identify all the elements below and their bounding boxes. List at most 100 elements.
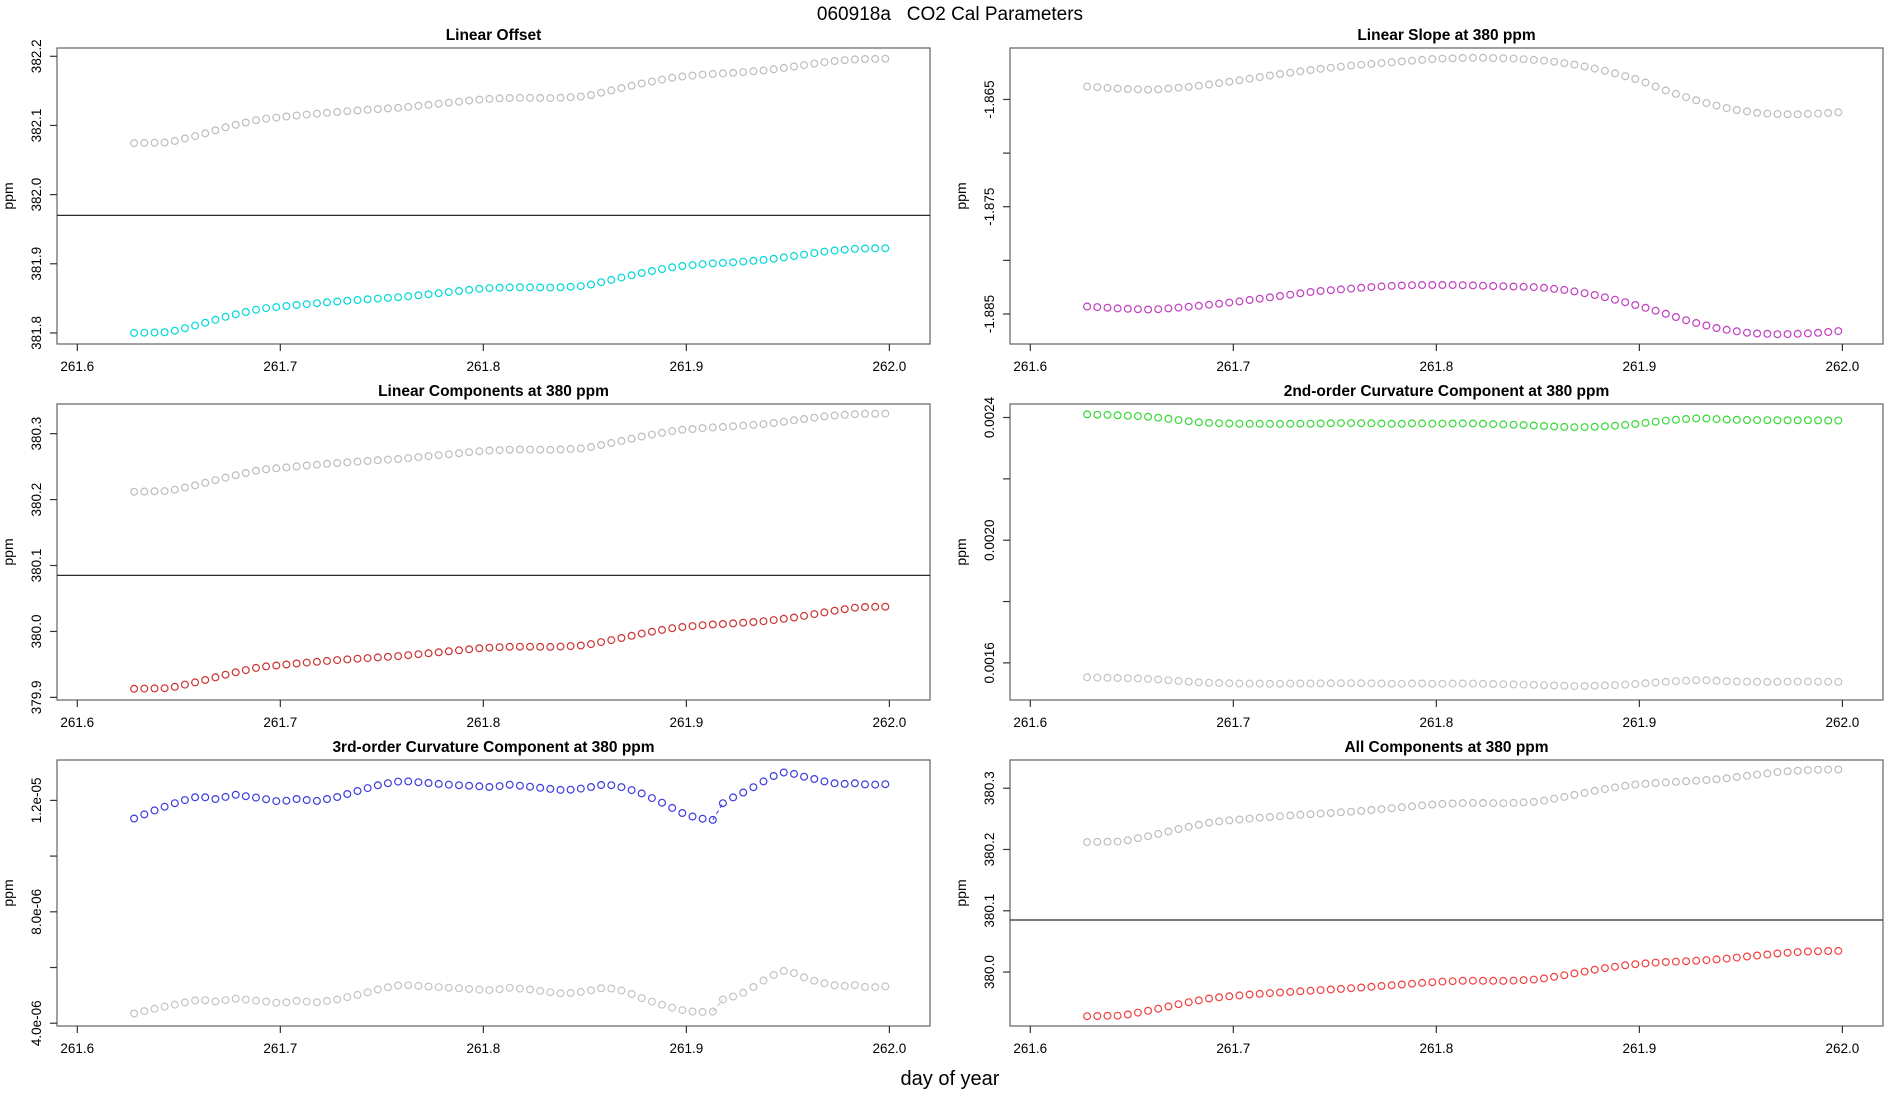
data-point bbox=[140, 487, 149, 496]
data-point bbox=[1478, 53, 1487, 62]
data-point bbox=[1255, 419, 1264, 428]
data-point bbox=[1113, 84, 1122, 93]
data-point bbox=[1671, 89, 1680, 98]
data-point bbox=[1306, 65, 1315, 74]
data-point bbox=[1824, 677, 1833, 686]
data-point bbox=[1600, 785, 1609, 794]
data-point bbox=[1184, 302, 1193, 311]
data-point bbox=[1387, 804, 1396, 813]
data-point bbox=[1773, 109, 1782, 118]
data-point bbox=[1742, 328, 1751, 337]
data-point bbox=[455, 781, 464, 790]
data-point bbox=[1529, 283, 1538, 292]
data-point bbox=[140, 810, 149, 819]
data-point bbox=[160, 684, 169, 693]
data-point bbox=[840, 245, 849, 254]
data-point bbox=[769, 970, 778, 979]
data-point bbox=[1651, 306, 1660, 315]
data-point bbox=[576, 987, 585, 996]
data-point bbox=[1590, 291, 1599, 300]
data-point bbox=[1631, 420, 1640, 429]
data-point bbox=[1235, 815, 1244, 824]
data-point bbox=[1154, 305, 1163, 314]
data-point bbox=[1103, 837, 1112, 846]
y-tick-label: 8.0e-06 bbox=[29, 889, 44, 935]
data-point bbox=[1763, 416, 1772, 425]
data-point bbox=[1722, 677, 1731, 686]
data-point bbox=[1509, 420, 1518, 429]
panel-linear-components-at-380-ppm: Linear Components at 380 ppm 261.6 261.7 26… bbox=[0, 383, 931, 730]
data-point bbox=[312, 299, 321, 308]
data-point bbox=[231, 310, 240, 319]
data-point bbox=[1326, 985, 1335, 994]
data-point bbox=[1347, 984, 1356, 993]
data-point bbox=[739, 988, 748, 997]
y-tick-label: 0.0020 bbox=[982, 520, 997, 561]
data-point bbox=[1387, 419, 1396, 428]
data-point bbox=[647, 267, 656, 276]
data-point bbox=[708, 815, 717, 824]
data-point bbox=[1357, 679, 1366, 688]
data-point bbox=[211, 673, 220, 682]
data-point bbox=[1580, 423, 1589, 432]
data-point bbox=[323, 459, 332, 468]
series-upper-gray bbox=[1083, 53, 1843, 119]
data-point bbox=[1732, 327, 1741, 336]
panel-title: All Components at 380 ppm bbox=[1344, 739, 1548, 756]
data-point bbox=[434, 648, 443, 657]
y-axis-label: ppm bbox=[953, 879, 969, 906]
data-point bbox=[586, 782, 595, 791]
data-point bbox=[424, 982, 433, 991]
data-point bbox=[556, 642, 565, 651]
data-point bbox=[323, 298, 332, 307]
data-point bbox=[850, 244, 859, 253]
data-point bbox=[871, 244, 880, 253]
data-point bbox=[1387, 981, 1396, 990]
data-point bbox=[282, 998, 291, 1007]
data-point bbox=[1509, 54, 1518, 63]
series-lower-gray bbox=[130, 966, 890, 1018]
data-point bbox=[1377, 679, 1386, 688]
data-point bbox=[1773, 677, 1782, 686]
data-point bbox=[475, 782, 484, 791]
data-point bbox=[759, 66, 768, 75]
data-point bbox=[1265, 71, 1274, 80]
data-point bbox=[1824, 108, 1833, 117]
data-point bbox=[383, 293, 392, 302]
series-lower-red bbox=[130, 602, 890, 693]
data-point bbox=[495, 94, 504, 103]
data-point bbox=[485, 986, 494, 995]
data-point bbox=[1204, 418, 1213, 427]
data-point bbox=[1235, 679, 1244, 688]
data-point bbox=[1357, 283, 1366, 292]
data-point bbox=[769, 616, 778, 625]
data-point bbox=[414, 981, 423, 990]
data-point bbox=[1083, 1012, 1092, 1021]
data-point bbox=[617, 633, 626, 642]
data-point bbox=[241, 666, 250, 675]
data-point bbox=[394, 652, 403, 661]
data-point bbox=[1296, 67, 1305, 76]
data-point bbox=[1093, 303, 1102, 312]
data-point bbox=[739, 618, 748, 627]
data-point bbox=[475, 985, 484, 994]
data-point bbox=[495, 283, 504, 292]
data-point bbox=[1509, 798, 1518, 807]
data-point bbox=[718, 619, 727, 628]
data-point bbox=[515, 642, 524, 651]
data-point bbox=[373, 781, 382, 790]
data-point bbox=[1489, 976, 1498, 985]
data-point bbox=[1204, 678, 1213, 687]
data-point bbox=[1448, 799, 1457, 808]
data-point bbox=[860, 780, 869, 789]
data-point bbox=[1712, 676, 1721, 685]
data-point bbox=[1215, 419, 1224, 428]
data-point bbox=[1387, 679, 1396, 688]
data-point bbox=[1793, 677, 1802, 686]
data-point bbox=[140, 138, 149, 147]
data-point bbox=[759, 420, 768, 429]
data-point bbox=[434, 99, 443, 108]
data-point bbox=[1671, 777, 1680, 786]
data-point bbox=[739, 68, 748, 77]
data-point bbox=[718, 995, 727, 1004]
